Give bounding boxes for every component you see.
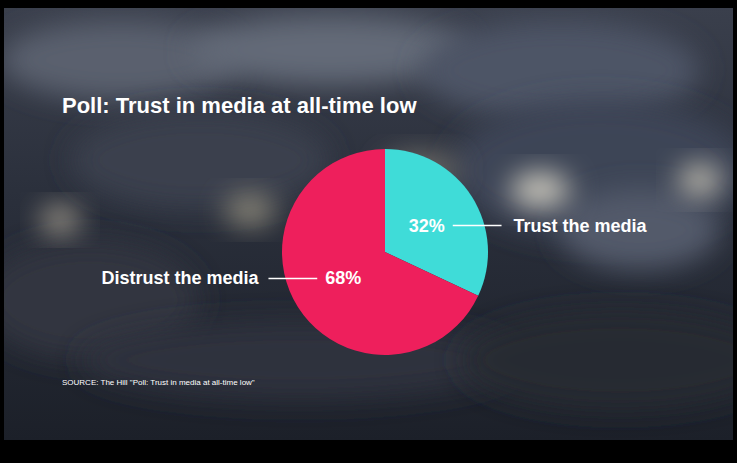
pie <box>282 149 488 355</box>
leader-line <box>453 225 502 227</box>
background-light <box>40 206 80 234</box>
source: SOURCE: The Hill "Poll: Trust in media a… <box>62 378 255 387</box>
category-label: Distrust the media <box>101 268 259 288</box>
data-label: 32% <box>409 216 445 236</box>
background-light <box>70 110 330 210</box>
background-light <box>678 164 722 196</box>
slices <box>282 149 488 355</box>
category-label: Trust the media <box>514 216 648 236</box>
title: Poll: Trust in media at all-time low <box>62 93 417 118</box>
background-light <box>510 172 570 208</box>
pie-slice <box>282 149 478 355</box>
background-light <box>80 320 520 400</box>
background-light <box>224 194 276 226</box>
labels: 32% Trust the media 68% Distrust the media <box>101 216 647 289</box>
background-light <box>460 310 733 410</box>
chart-canvas: Poll: Trust in media at all-time low 32% T… <box>0 0 737 463</box>
leader-line <box>268 278 317 280</box>
data-label: 68% <box>325 268 361 288</box>
background <box>4 8 733 440</box>
